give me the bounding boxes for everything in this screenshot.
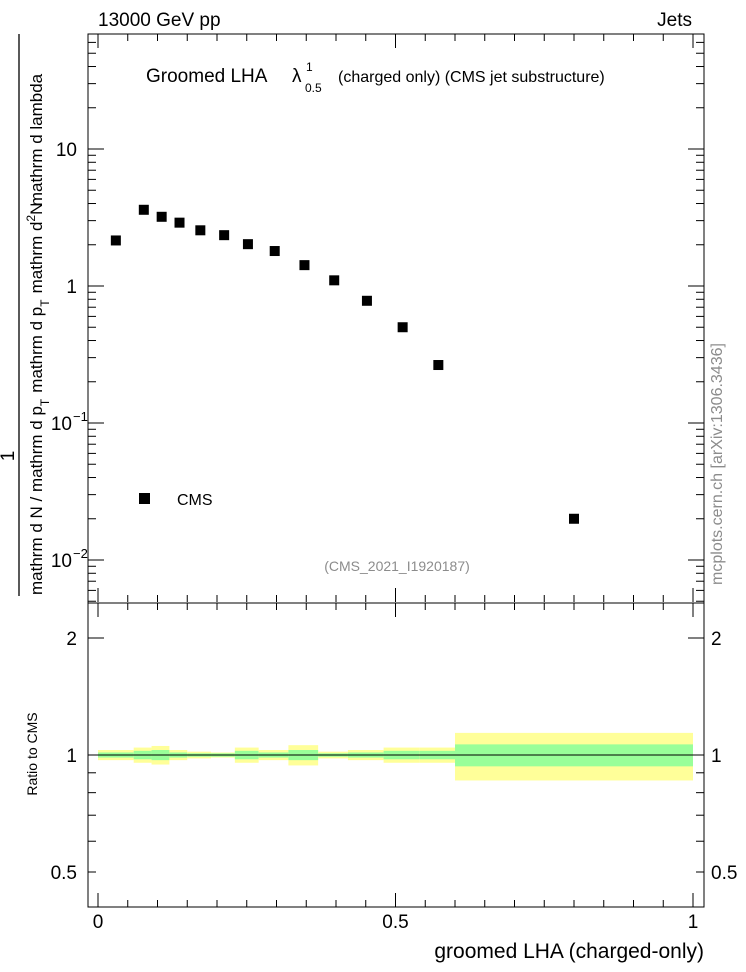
title-prefix: Groomed LHA (146, 66, 268, 87)
ratio-y-tick-labels: 0.5 0.5 1 1 2 2 (51, 629, 738, 884)
title-superscript: 1 (306, 60, 313, 74)
analysis-id: (CMS_2021_I1920187) (324, 558, 470, 574)
y-tick-label-exponent: −2 (73, 546, 88, 561)
watermark: mcplots.cern.ch [arXiv:1306.3436] (709, 343, 726, 585)
y-label-num-sup: 2 (24, 215, 38, 222)
upper-x-ticks (97, 34, 694, 602)
y-label-denominator: mathrm d N / mathrm d pTmathrm d pTmathr… (24, 203, 52, 595)
ratio-y-tick-label-right: 0.5 (711, 863, 737, 884)
y-label-den-b: mathrm d p (27, 307, 46, 393)
ratio-y-tick-label: 1 (66, 746, 77, 767)
title-lambda: λ (292, 66, 302, 87)
x-tick-labels: 0 0.5 1 (93, 912, 699, 933)
legend-label: CMS (177, 492, 213, 509)
data-point (138, 204, 149, 215)
data-point (397, 322, 408, 333)
data-point (156, 211, 167, 222)
data-point (299, 260, 310, 271)
data-point (269, 246, 280, 257)
title-suffix: (charged only) (CMS jet substructure) (338, 69, 605, 86)
y-tick-label-exponent: −1 (73, 409, 88, 424)
legend-marker (139, 493, 150, 504)
data-markers (110, 204, 579, 524)
y-tick-label: 1 (66, 277, 77, 298)
plot-title: Groomed LHA λ 1 0.5 (charged only) (CMS … (146, 60, 605, 95)
data-point (242, 239, 253, 250)
x-tick-label: 0.5 (382, 912, 408, 933)
data-point (174, 217, 185, 228)
x-ticks (97, 603, 694, 907)
y-label-den-c: mathrm d lambda (27, 73, 46, 206)
ratio-y-tick-label-right: 1 (711, 746, 722, 767)
y-tick-label: 10 (56, 140, 77, 161)
y-tick-label: 10 (51, 551, 72, 572)
x-tick-label: 0 (93, 912, 104, 933)
data-point (110, 235, 121, 246)
ratio-y-tick-label: 2 (66, 629, 77, 650)
y-label-one: 1 (0, 451, 19, 462)
header-left: 13000 GeV pp (98, 10, 221, 31)
data-point (195, 225, 206, 236)
y-label-den-a: mathrm d N / mathrm d p (27, 406, 46, 595)
y-label-den-a-sub: T (38, 398, 52, 406)
y-label-num-b: N (27, 203, 46, 215)
ratio-y-tick-label: 0.5 (51, 863, 77, 884)
data-point (569, 513, 579, 524)
legend: CMS (139, 492, 213, 509)
ratio-uncertainty-bands (98, 732, 693, 781)
data-point (361, 295, 372, 306)
data-point (329, 275, 340, 286)
svg-text:mathrm d N / mathrm d pTmathrm: mathrm d N / mathrm d pTmathrm d pTmathr… (24, 203, 52, 595)
upper-plot-frame (87, 33, 705, 604)
x-axis-label: groomed LHA (charged-only) (434, 940, 704, 963)
ratio-y-ticks (88, 637, 704, 873)
y-label-den-b-sub: T (38, 299, 52, 307)
y-label-num-a: mathrm d (27, 222, 46, 294)
title-subscript: 0.5 (305, 81, 322, 95)
y-tick-label: 10 (51, 414, 72, 435)
ratio-y-label: Ratio to CMS (24, 712, 40, 795)
y-axis-label: 1 mathrm d N / mathrm d pTmathrm d pTmat… (0, 34, 52, 596)
data-point (433, 360, 444, 371)
upper-y-ticks (88, 41, 704, 602)
data-point (219, 230, 230, 241)
ratio-y-tick-label-right: 2 (711, 629, 722, 650)
header-right: Jets (657, 10, 692, 31)
x-tick-label: 1 (688, 912, 699, 933)
